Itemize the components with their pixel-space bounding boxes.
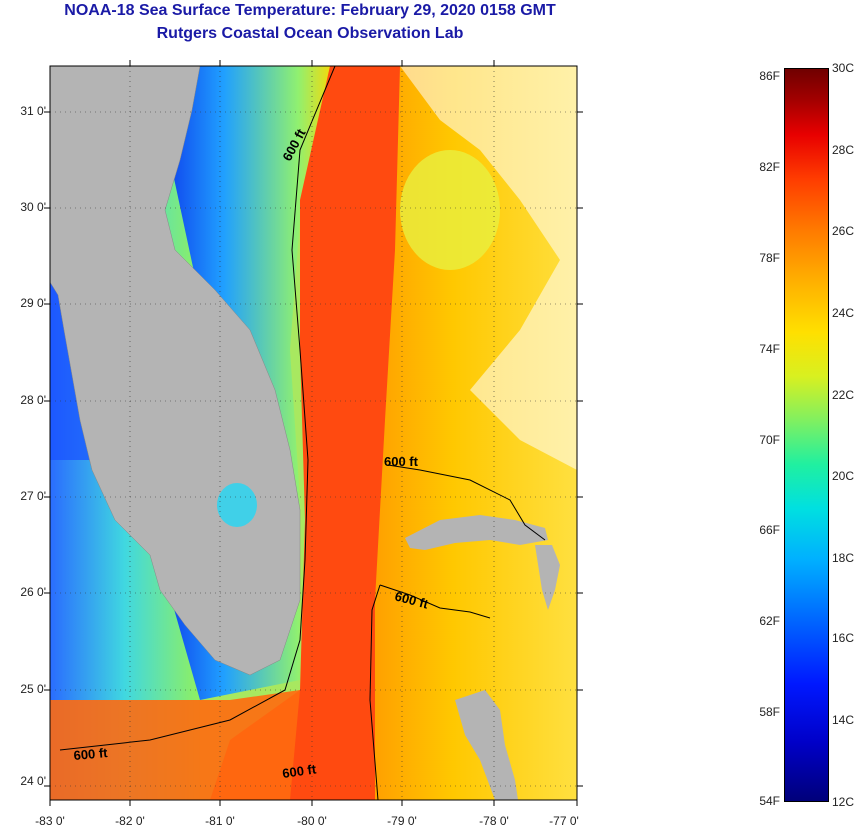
isobath-andros bbox=[369, 584, 381, 801]
map-frame bbox=[49, 65, 578, 801]
map-subtitle: Rutgers Coastal Ocean Observation Lab bbox=[156, 25, 464, 42]
colorbar-f-label: 82F bbox=[759, 160, 780, 174]
lat-label: 29 0' bbox=[20, 296, 46, 310]
colorbar-f-label: 70F bbox=[759, 433, 780, 447]
lon-label: -78 0' bbox=[479, 814, 509, 828]
lat-label: 25 0' bbox=[20, 682, 46, 696]
colorbar-c-label: 16C bbox=[832, 631, 855, 645]
lon-label: -82 0' bbox=[115, 814, 145, 828]
lon-label: -81 0' bbox=[205, 814, 235, 828]
grand-bahama-land bbox=[405, 515, 548, 550]
isobath-bahama-north bbox=[387, 464, 546, 541]
colorbar-c-label: 30C bbox=[832, 61, 855, 75]
lon-label: -83 0' bbox=[35, 814, 65, 828]
colorbar-c-label: 20C bbox=[832, 469, 855, 483]
lat-label: 24 0' bbox=[20, 774, 46, 788]
map-title: NOAA-18 Sea Surface Temperature: Februar… bbox=[64, 2, 556, 19]
isobath-west bbox=[59, 65, 336, 751]
colorbar-f-label: 54F bbox=[759, 794, 780, 808]
colorbar-c-label: 26C bbox=[832, 224, 855, 238]
lat-label: 26 0' bbox=[20, 585, 46, 599]
temperature-colorbar bbox=[784, 68, 829, 802]
abaco-land bbox=[535, 545, 560, 610]
lat-label: 28 0' bbox=[20, 393, 46, 407]
colorbar-f-label: 74F bbox=[759, 342, 780, 356]
lat-label: 27 0' bbox=[20, 489, 46, 503]
colorbar-c-label: 22C bbox=[832, 388, 855, 402]
lat-label: 31 0' bbox=[20, 104, 46, 118]
colorbar-f-label: 58F bbox=[759, 705, 780, 719]
lon-label: -77 0' bbox=[549, 814, 579, 828]
colorbar-c-label: 28C bbox=[832, 143, 855, 157]
colorbar-f-label: 78F bbox=[759, 251, 780, 265]
isobath-label: 600 ft bbox=[384, 454, 419, 469]
colorbar-f-label: 66F bbox=[759, 523, 780, 537]
lake-okeechobee bbox=[217, 483, 257, 527]
colorbar-f-label: 62F bbox=[759, 614, 780, 628]
gulf-stream bbox=[210, 66, 400, 800]
colorbar-f-label: 86F bbox=[759, 69, 780, 83]
colorbar-c-label: 12C bbox=[832, 795, 855, 809]
colorbar-c-label: 24C bbox=[832, 306, 855, 320]
isobath-bahama-south bbox=[379, 584, 491, 619]
andros-land bbox=[455, 690, 518, 800]
lat-label: 30 0' bbox=[20, 200, 46, 214]
lon-label: -79 0' bbox=[387, 814, 417, 828]
isobath-label: 600 ft bbox=[73, 745, 109, 763]
cloud-cover bbox=[400, 66, 577, 470]
colorbar-c-label: 18C bbox=[832, 551, 855, 565]
isobath-label: 600 ft bbox=[281, 761, 317, 781]
lon-label: -80 0' bbox=[297, 814, 327, 828]
colorbar-c-label: 14C bbox=[832, 713, 855, 727]
